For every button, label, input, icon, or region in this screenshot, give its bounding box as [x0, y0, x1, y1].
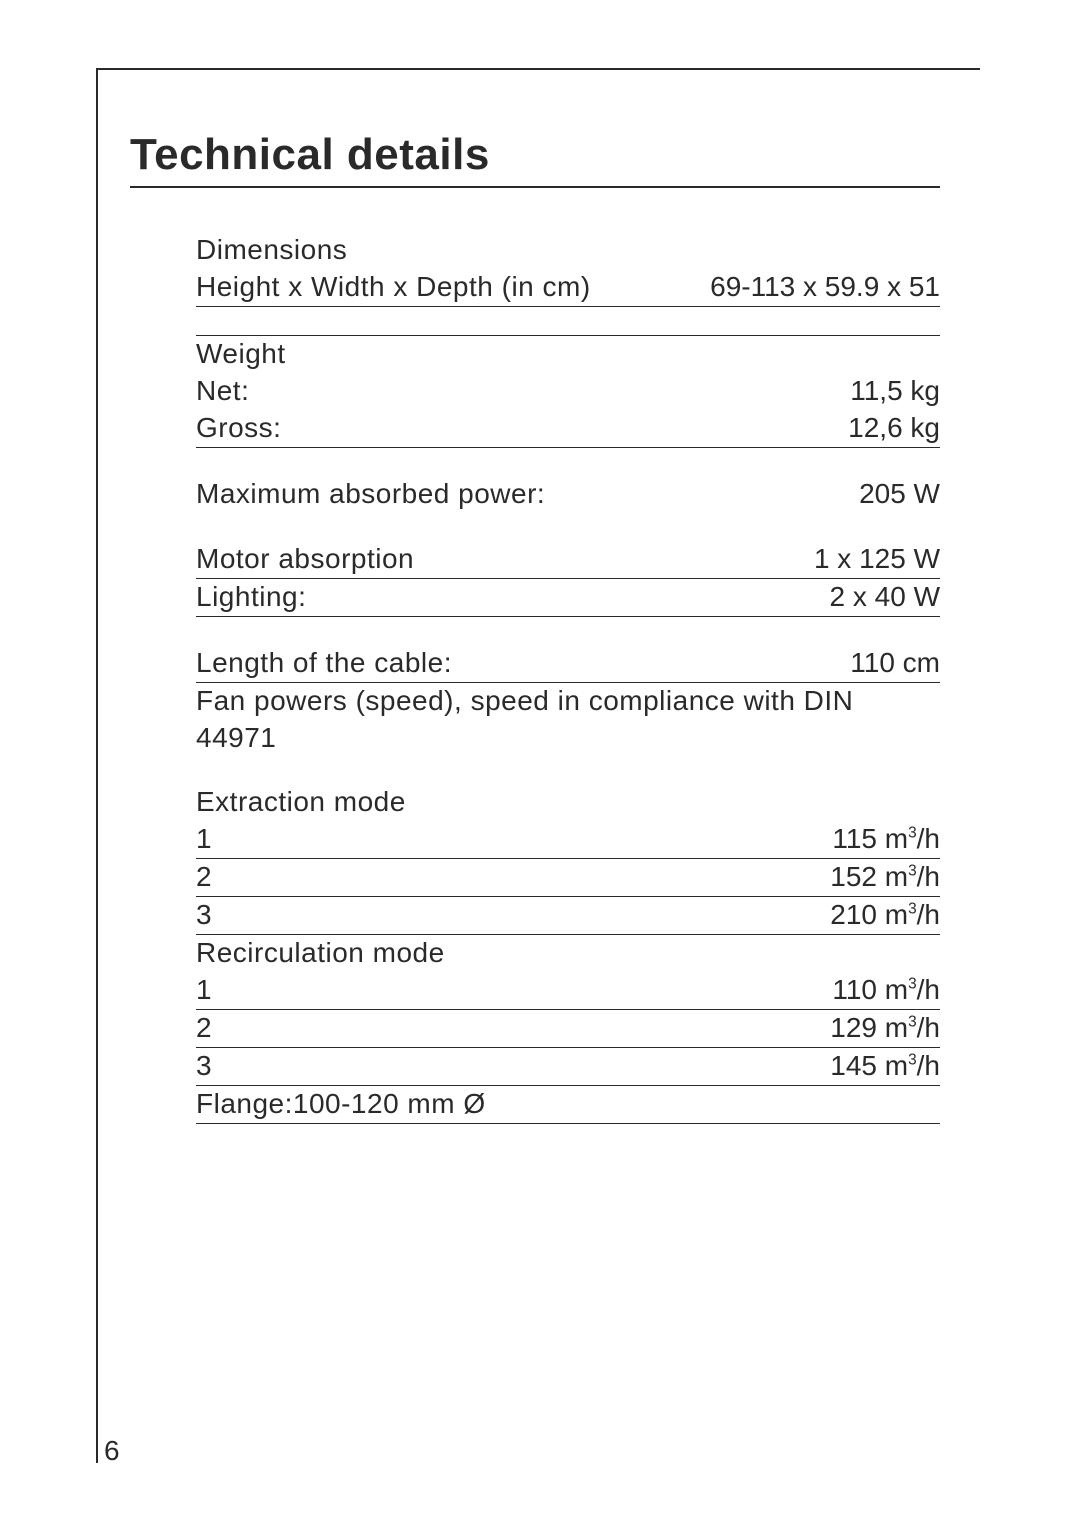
extraction-1-unit-suf: /h — [917, 823, 940, 854]
lighting-row: Lighting: 2 x 40 W — [196, 579, 940, 617]
cable-label: Length of the cable: — [196, 645, 452, 682]
motor-row: Motor absorption 1 x 125 W — [196, 541, 940, 579]
recirc-1-label: 1 — [196, 972, 212, 1009]
extraction-row-2: 2 152 m3/h — [196, 859, 940, 897]
extraction-1-value: 115 m3/h — [832, 821, 940, 858]
recirc-3-value: 145 m3/h — [830, 1048, 940, 1085]
specs-block: Dimensions Height x Width x Depth (in cm… — [196, 232, 940, 1124]
content-area: Technical details Dimensions Height x Wi… — [130, 130, 940, 1124]
recirculation-row-2: 2 129 m3/h — [196, 1010, 940, 1048]
weight-header-label: Weight — [196, 336, 286, 373]
recirc-2-label: 2 — [196, 1010, 212, 1047]
weight-header: Weight — [196, 335, 940, 373]
recirc-2-value: 129 m3/h — [830, 1010, 940, 1047]
flange-row: Flange:100-120 mm Ø — [196, 1086, 940, 1124]
flange-label: Flange:100-120 mm Ø — [196, 1086, 486, 1123]
max-power-value: 205 W — [859, 476, 940, 513]
recirc-2-unit-suf: /h — [917, 1012, 940, 1043]
dimensions-value: 69-113 x 59.9 x 51 — [710, 269, 940, 306]
extraction-2-num: 152 — [830, 861, 877, 892]
fan-note: Fan powers (speed), speed in compliance … — [196, 683, 940, 757]
recirc-2-num: 129 — [830, 1012, 877, 1043]
recirc-2-sup: 3 — [908, 1014, 917, 1031]
recirc-1-num: 110 — [832, 974, 877, 1005]
recirculation-row-3: 3 145 m3/h — [196, 1048, 940, 1086]
cable-row: Length of the cable: 110 cm — [196, 645, 940, 683]
recirc-1-unit-pre: m — [877, 974, 908, 1005]
extraction-3-label: 3 — [196, 897, 212, 934]
extraction-3-unit-pre: m — [877, 899, 908, 930]
weight-gross-row: Gross: 12,6 kg — [196, 410, 940, 448]
extraction-1-label: 1 — [196, 821, 212, 858]
extraction-1-unit-pre: m — [877, 823, 908, 854]
extraction-header: Extraction mode — [196, 784, 940, 821]
extraction-row-1: 1 115 m3/h — [196, 821, 940, 859]
weight-net-value: 11,5 kg — [850, 373, 940, 410]
recirc-3-unit-suf: /h — [917, 1050, 940, 1081]
recirc-3-num: 145 — [830, 1050, 877, 1081]
weight-gross-label: Gross: — [196, 410, 281, 447]
extraction-2-label: 2 — [196, 859, 212, 896]
page: Technical details Dimensions Height x Wi… — [0, 0, 1080, 1529]
extraction-3-unit-suf: /h — [917, 899, 940, 930]
recirc-1-value: 110 m3/h — [832, 972, 940, 1009]
recirc-3-unit-pre: m — [877, 1050, 908, 1081]
recirc-1-sup: 3 — [908, 976, 917, 993]
recirculation-row-1: 1 110 m3/h — [196, 972, 940, 1010]
recirculation-header: Recirculation mode — [196, 935, 940, 972]
dimensions-header: Dimensions — [196, 232, 940, 269]
extraction-3-sup: 3 — [908, 901, 917, 918]
extraction-2-sup: 3 — [908, 863, 917, 880]
extraction-1-num: 115 — [832, 823, 877, 854]
extraction-3-value: 210 m3/h — [830, 897, 940, 934]
weight-net-label: Net: — [196, 373, 249, 410]
recirc-3-label: 3 — [196, 1048, 212, 1085]
extraction-3-num: 210 — [830, 899, 877, 930]
motor-label: Motor absorption — [196, 541, 414, 578]
fan-note-row: Fan powers (speed), speed in compliance … — [196, 683, 940, 757]
weight-net-row: Net: 11,5 kg — [196, 373, 940, 410]
dimensions-row: Height x Width x Depth (in cm) 69-113 x … — [196, 269, 940, 307]
max-power-label: Maximum absorbed power: — [196, 476, 545, 513]
recirc-2-unit-pre: m — [877, 1012, 908, 1043]
dimensions-label: Height x Width x Depth (in cm) — [196, 269, 591, 306]
extraction-2-unit-suf: /h — [917, 861, 940, 892]
recirculation-header-label: Recirculation mode — [196, 935, 445, 972]
extraction-1-sup: 3 — [908, 825, 917, 842]
extraction-row-3: 3 210 m3/h — [196, 897, 940, 935]
weight-gross-value: 12,6 kg — [848, 410, 940, 447]
section-title: Technical details — [130, 130, 940, 188]
extraction-2-unit-pre: m — [877, 861, 908, 892]
lighting-value: 2 x 40 W — [830, 579, 940, 616]
cable-value: 110 cm — [850, 645, 940, 682]
page-number: 6 — [104, 1435, 120, 1467]
recirc-3-sup: 3 — [908, 1052, 917, 1069]
lighting-label: Lighting: — [196, 579, 306, 616]
dimensions-header-label: Dimensions — [196, 232, 347, 269]
recirc-1-unit-suf: /h — [917, 974, 940, 1005]
motor-value: 1 x 125 W — [814, 541, 940, 578]
extraction-2-value: 152 m3/h — [830, 859, 940, 896]
max-power-row: Maximum absorbed power: 205 W — [196, 476, 940, 513]
extraction-header-label: Extraction mode — [196, 784, 406, 821]
